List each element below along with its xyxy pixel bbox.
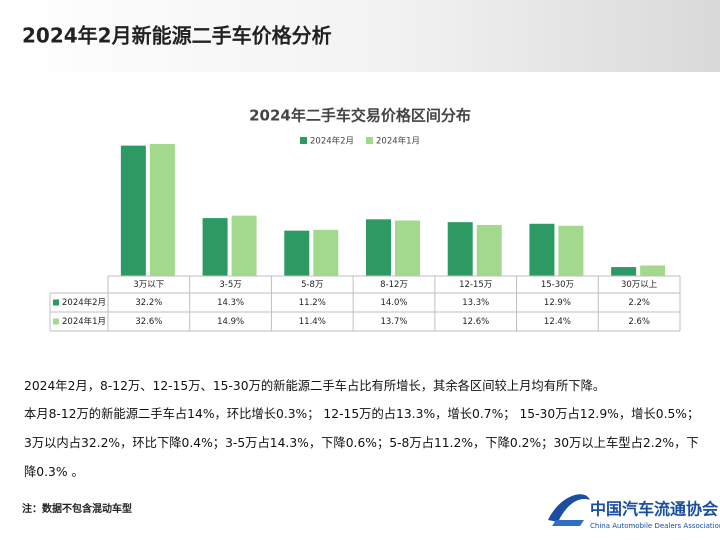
bar <box>395 220 420 276</box>
page-title: 2024年2月新能源二手车价格分析 <box>22 24 332 48</box>
category-label: 3万以下 <box>133 280 164 290</box>
value-label: 12.6% <box>462 317 489 327</box>
bar <box>366 219 391 276</box>
category-label: 8-12万 <box>380 280 408 290</box>
table-series-label: 2024年1月 <box>62 316 106 327</box>
value-label: 11.4% <box>299 317 326 327</box>
chart-title: 2024年二手车交易价格区间分布 <box>249 107 471 125</box>
logo-name: 中国汽车流通协会 <box>590 500 718 519</box>
bar <box>120 145 146 276</box>
bar <box>611 267 637 276</box>
value-label: 2.2% <box>628 298 650 308</box>
category-label: 15-30万 <box>541 280 574 290</box>
footnote: 注：数据不包含混动车型 <box>22 502 132 515</box>
bar <box>558 225 584 276</box>
logo-icon-base <box>552 520 584 526</box>
legend-label: 2024年2月 <box>310 136 354 147</box>
value-label: 13.7% <box>380 317 407 327</box>
legend-label: 2024年1月 <box>376 136 420 147</box>
value-label: 14.0% <box>380 298 407 308</box>
logo-english: China Automobile Dealers Association <box>590 522 720 530</box>
bar <box>231 215 257 276</box>
bar <box>313 229 339 276</box>
value-label: 14.9% <box>217 317 244 327</box>
table-legend-swatch <box>53 318 59 325</box>
logo-icon <box>548 494 590 522</box>
legend-swatch <box>300 137 307 144</box>
bar <box>476 224 502 276</box>
paragraph: 本月8-12万的新能源二手车占14%，环比增长0.3%； 12-15万的占13.… <box>24 407 700 479</box>
value-label: 32.2% <box>135 298 162 308</box>
paragraph: 2024年2月，8-12万、12-15万、15-30万的新能源二手车占比有所增长… <box>24 379 606 393</box>
table-series-label: 2024年2月 <box>62 297 106 308</box>
value-label: 2.6% <box>628 317 650 327</box>
category-label: 5-8万 <box>301 280 323 290</box>
bar <box>202 218 228 276</box>
value-label: 12.9% <box>544 298 571 308</box>
table-legend-swatch <box>53 299 59 306</box>
header-band <box>0 0 720 72</box>
value-label: 12.4% <box>544 317 571 327</box>
bar <box>640 265 666 276</box>
bar <box>149 144 175 276</box>
value-label: 13.3% <box>462 298 489 308</box>
category-label: 12-15万 <box>459 280 492 290</box>
category-label: 3-5万 <box>219 280 241 290</box>
category-label: 30万以上 <box>621 280 658 290</box>
value-label: 11.2% <box>299 298 326 308</box>
bar <box>529 223 555 276</box>
value-label: 32.6% <box>135 317 162 327</box>
bar <box>447 222 473 276</box>
value-label: 14.3% <box>217 298 244 308</box>
legend-swatch <box>366 137 373 144</box>
bar <box>284 230 310 276</box>
